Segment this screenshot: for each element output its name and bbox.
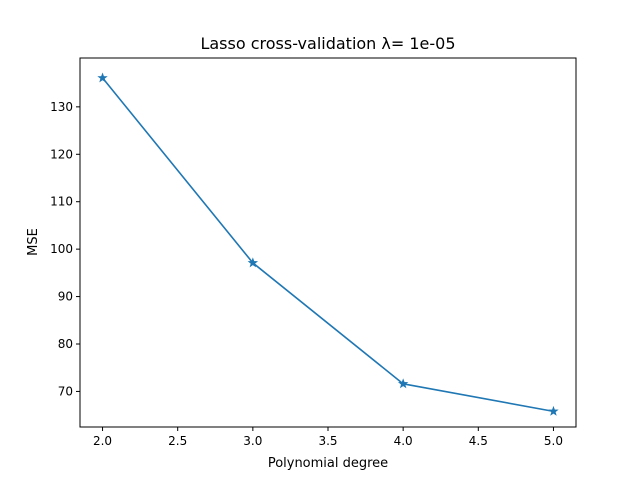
x-axis: 2.0 2.5 3.0 3.5 4.0 4.5 5.0: [93, 427, 563, 448]
y-tick-label: 70: [58, 384, 73, 398]
y-tick-label: 80: [58, 337, 73, 351]
y-tick-label: 90: [58, 290, 73, 304]
data-point-marker: [97, 72, 108, 83]
axes-frame: [79, 57, 577, 428]
x-tick-label: 3.5: [318, 434, 337, 448]
series-line: [101, 77, 554, 413]
data-point-marker: [548, 405, 559, 416]
x-tick-label: 4.0: [394, 434, 413, 448]
x-tick-label: 4.5: [469, 434, 488, 448]
x-tick-label: 2.5: [168, 434, 187, 448]
data-point-marker: [397, 378, 409, 389]
x-tick-label: 3.0: [243, 434, 262, 448]
data-point-marker: [247, 257, 259, 268]
y-tick-label: 120: [50, 147, 73, 161]
chart-title: Lasso cross-validation λ= 1e-05: [200, 34, 455, 53]
series-layer: [97, 72, 559, 416]
y-axis-label: MSE: [26, 228, 41, 256]
y-tick-label: 130: [50, 100, 73, 114]
x-tick-label: 5.0: [544, 434, 563, 448]
x-tick-label: 2.0: [93, 434, 112, 448]
y-axis: 70 80 90 100 110 120 130: [50, 100, 80, 398]
y-tick-label: 110: [50, 195, 73, 209]
y-tick-label: 100: [50, 242, 73, 256]
x-axis-label: Polynomial degree: [268, 456, 388, 471]
